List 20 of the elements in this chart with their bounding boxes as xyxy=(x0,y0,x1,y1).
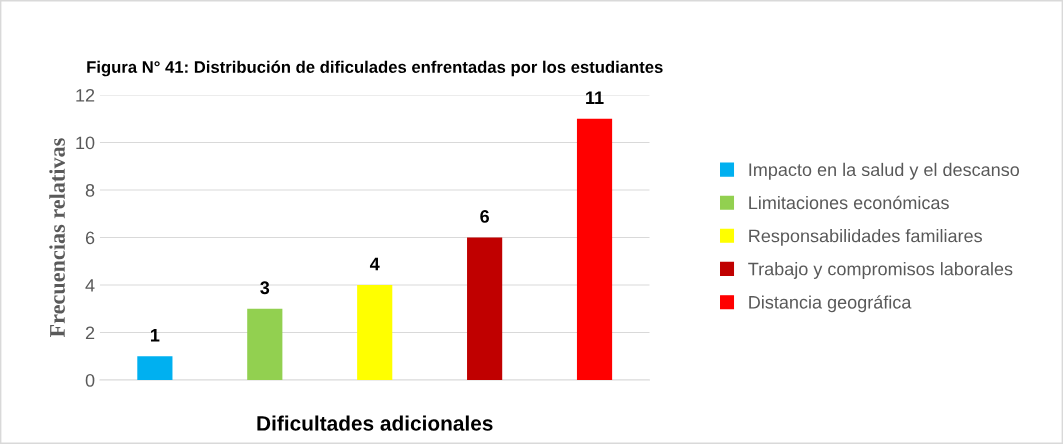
y-tick-label: 4 xyxy=(85,279,95,292)
y-tick-label: 10 xyxy=(76,136,95,150)
legend-label: Impacto en la salud y el descanso xyxy=(749,162,1020,180)
y-tick-label: 2 xyxy=(85,326,95,340)
y-tick-label: 12 xyxy=(76,88,95,102)
legend-label: Limitaciones económicas xyxy=(749,195,949,210)
legend-label: Trabajo y compromisos laborales xyxy=(748,262,1013,279)
data-label: 3 xyxy=(260,281,270,295)
data-label: 4 xyxy=(369,257,380,271)
data-label: 1 xyxy=(151,329,160,342)
chart-title: Figura N° 41: Distribución de dificulades enfrentadas por los estudiantes xyxy=(87,60,663,77)
data-label: 11 xyxy=(586,91,604,104)
x-axis-title: Dificultades adicionales xyxy=(257,415,493,431)
y-axis-title: Frecuencias relativas xyxy=(49,138,65,338)
data-label: 6 xyxy=(480,210,489,223)
y-tick-label: 8 xyxy=(85,183,95,197)
legend-label: Responsabilidades familiares xyxy=(749,229,982,246)
y-tick-label: 0 xyxy=(85,374,95,387)
y-tick-label: 6 xyxy=(85,231,95,245)
legend-label: Distancia geográfica xyxy=(749,295,912,313)
